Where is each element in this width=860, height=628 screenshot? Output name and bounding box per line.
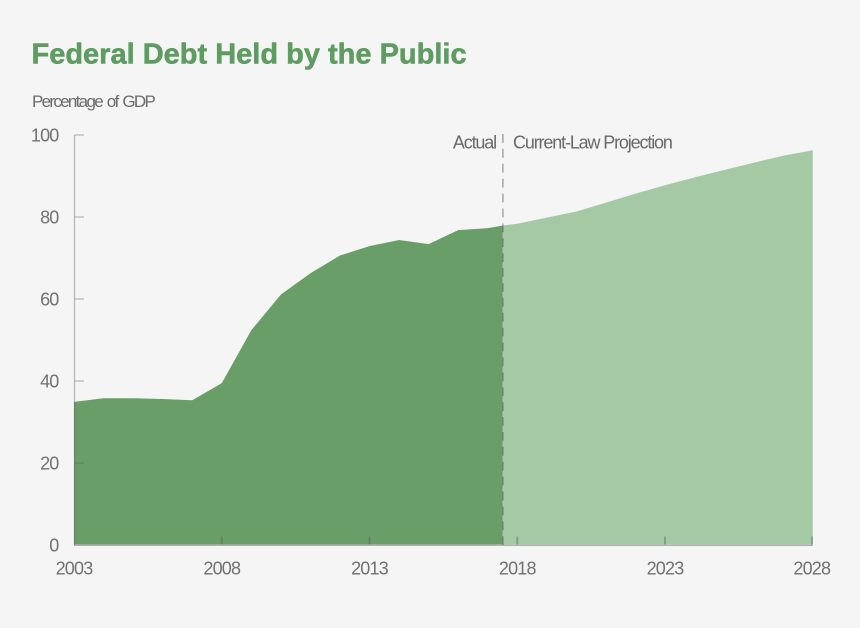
svg-text:100: 100 [31,126,59,146]
svg-text:0: 0 [49,536,59,556]
svg-text:Actual: Actual [453,133,496,153]
svg-text:2018: 2018 [499,559,537,579]
svg-text:2028: 2028 [793,559,831,579]
svg-text:2008: 2008 [203,559,241,579]
svg-text:Percentage of GDP: Percentage of GDP [32,92,155,111]
svg-text:Current-Law Projection: Current-Law Projection [513,133,672,153]
svg-text:2003: 2003 [56,559,94,579]
svg-text:40: 40 [40,372,59,392]
svg-text:2013: 2013 [351,559,389,579]
svg-text:Federal Debt Held by the Publi: Federal Debt Held by the Public [32,39,467,71]
svg-text:80: 80 [40,208,59,228]
svg-text:2023: 2023 [647,559,685,579]
svg-text:20: 20 [40,454,59,474]
svg-text:60: 60 [40,290,59,310]
